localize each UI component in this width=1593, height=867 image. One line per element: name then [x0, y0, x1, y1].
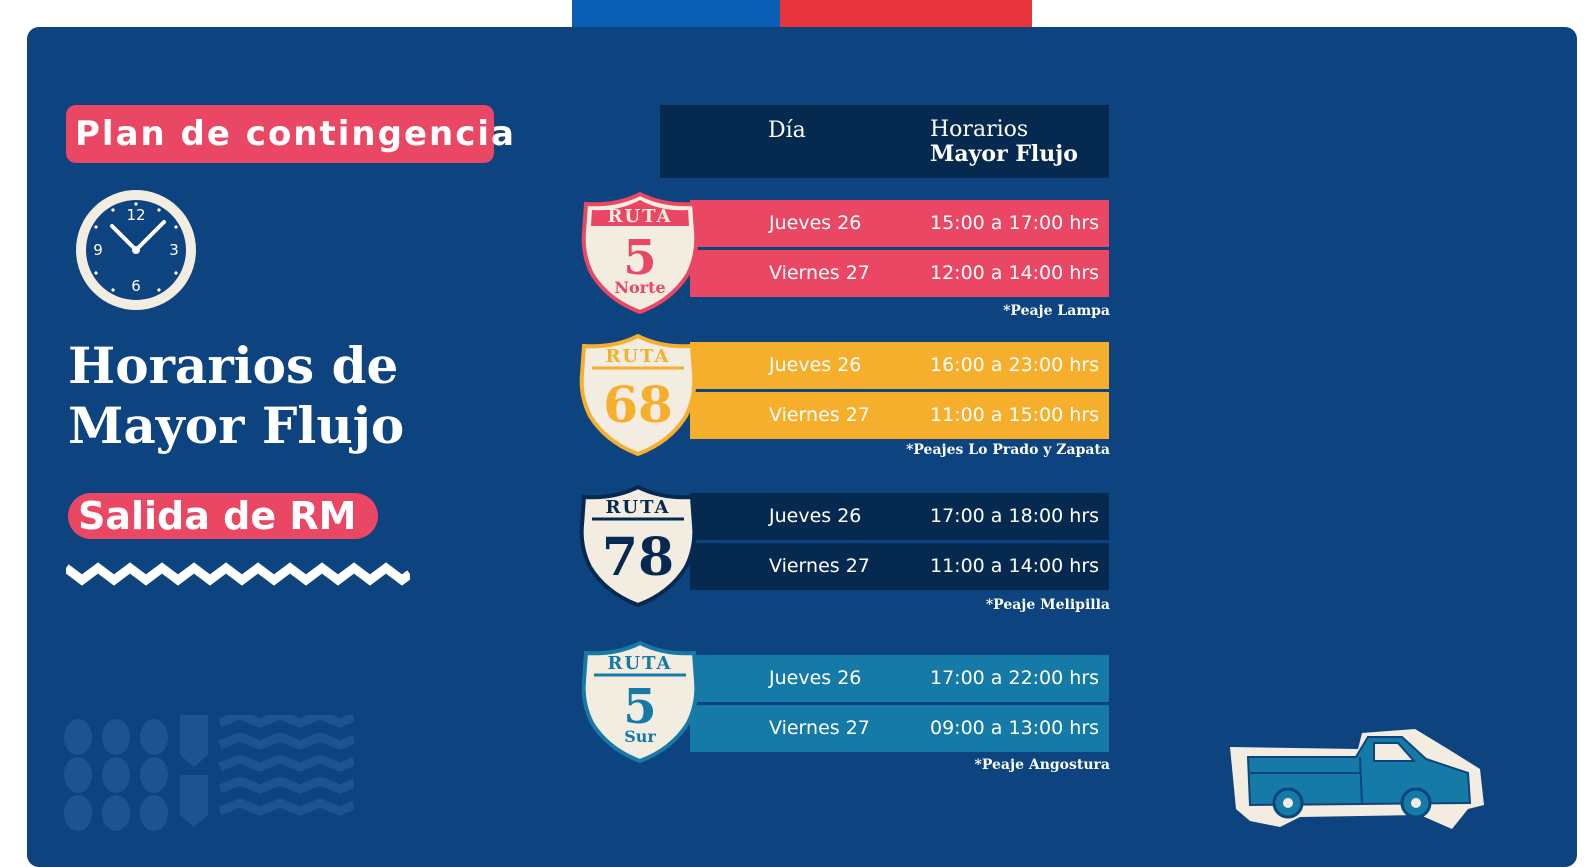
row-day: Jueves 26: [769, 505, 862, 527]
row-hours: 09:00 a 13:00 hrs: [930, 717, 1100, 739]
row-day: Jueves 26: [769, 354, 862, 376]
shield-number: 68: [603, 375, 673, 434]
shield-suffix: Sur: [624, 727, 656, 746]
zigzag-decoration: [66, 562, 410, 586]
route-note-ruta5sur: *Peaje Angostura: [974, 757, 1110, 773]
shield-word: RUTA: [605, 346, 670, 367]
column-header-day: Día: [768, 118, 806, 143]
column-header-hours-line1: Horarios: [930, 117, 1029, 142]
clock-icon: 12 3 6 9: [76, 190, 196, 310]
page-title: Horarios de Mayor Flujo: [68, 336, 404, 456]
table-row-ruta5sur-viernes: Viernes 27 09:00 a 13:00 hrs: [690, 702, 1109, 752]
row-hours: 15:00 a 17:00 hrs: [930, 212, 1100, 234]
decorative-pattern-icon: [64, 715, 354, 831]
table-row-ruta68-viernes: Viernes 27 11:00 a 15:00 hrs: [690, 389, 1109, 439]
table-row-ruta78-jueves: Jueves 26 17:00 a 18:00 hrs: [690, 493, 1109, 540]
title-line-1: Horarios de: [68, 336, 399, 395]
clock-number-12: 12: [126, 206, 145, 224]
route-note-ruta68: *Peajes Lo Prado y Zapata: [906, 442, 1110, 458]
shield-word: RUTA: [605, 497, 670, 518]
row-day: Jueves 26: [769, 667, 862, 689]
row-hours: 11:00 a 14:00 hrs: [930, 555, 1100, 577]
table-row-ruta5norte-jueves: Jueves 26 15:00 a 17:00 hrs: [690, 200, 1109, 247]
table-row-ruta5norte-viernes: Viernes 27 12:00 a 14:00 hrs: [690, 247, 1109, 297]
route-68-shield-icon: RUTA 68: [579, 334, 697, 456]
flag-stripe-red: [780, 0, 1032, 27]
row-day: Viernes 27: [769, 404, 870, 426]
shield-suffix: Norte: [614, 278, 665, 297]
row-day: Viernes 27: [769, 717, 870, 739]
row-day: Viernes 27: [769, 262, 870, 284]
pickup-truck-icon: [1230, 729, 1484, 829]
table-row-ruta68-jueves: Jueves 26 16:00 a 23:00 hrs: [690, 342, 1109, 389]
column-header-hours: Horarios Mayor Flujo: [930, 117, 1078, 167]
row-hours: 12:00 a 14:00 hrs: [930, 262, 1100, 284]
row-day: Jueves 26: [769, 212, 862, 234]
row-day: Viernes 27: [769, 555, 870, 577]
row-hours: 17:00 a 18:00 hrs: [930, 505, 1100, 527]
clock-number-6: 6: [131, 277, 141, 295]
table-header: Día Horarios Mayor Flujo: [660, 105, 1109, 178]
shield-number: 5: [623, 230, 656, 286]
title-line-2: Mayor Flujo: [68, 396, 405, 455]
row-hours: 16:00 a 23:00 hrs: [930, 354, 1100, 376]
table-row-ruta78-viernes: Viernes 27 11:00 a 14:00 hrs: [690, 540, 1109, 590]
route-5-norte-shield-icon: RUTA 5 Norte: [581, 192, 699, 314]
shield-number: 5: [623, 679, 656, 735]
plan-label-pill: Plan de contingencia: [66, 105, 514, 163]
route-note-ruta5norte: *Peaje Lampa: [1003, 303, 1110, 319]
column-header-hours-line2: Mayor Flujo: [930, 141, 1078, 167]
subtitle-pill: Salida de RM: [68, 493, 378, 539]
table-row-ruta5sur-jueves: Jueves 26 17:00 a 22:00 hrs: [690, 655, 1109, 702]
row-hours: 11:00 a 15:00 hrs: [930, 404, 1100, 426]
clock-number-9: 9: [93, 241, 103, 259]
shield-word: RUTA: [607, 653, 672, 674]
route-78-shield-icon: RUTA 78: [579, 485, 697, 607]
shield-number: 78: [602, 527, 674, 588]
shield-word: RUTA: [607, 206, 672, 227]
route-note-ruta78: *Peaje Melipilla: [985, 597, 1110, 613]
flag-stripe-blue: [572, 0, 780, 27]
route-5-sur-shield-icon: RUTA 5 Sur: [581, 641, 699, 763]
row-hours: 17:00 a 22:00 hrs: [930, 667, 1100, 689]
clock-number-3: 3: [169, 241, 179, 259]
